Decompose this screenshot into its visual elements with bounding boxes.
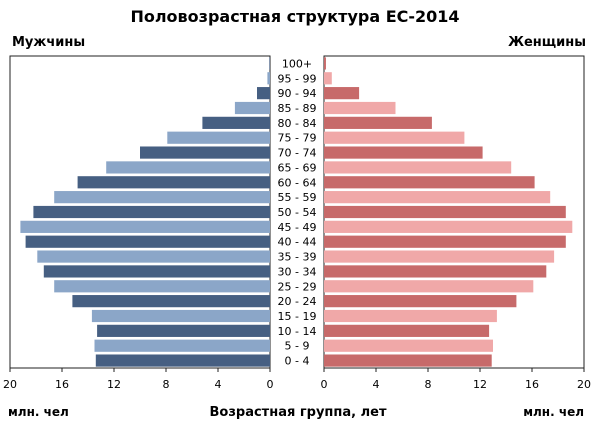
female-tick-label: 16 bbox=[525, 378, 539, 391]
female-bar bbox=[324, 72, 332, 85]
male-side-label: Мужчины bbox=[12, 35, 85, 50]
male-axis-ticks: 20 16 12 8 4 0 bbox=[3, 368, 274, 391]
female-bar bbox=[324, 354, 492, 367]
male-bar bbox=[54, 191, 271, 204]
age-group-label: 70 - 74 bbox=[278, 147, 317, 160]
male-bar bbox=[140, 146, 270, 159]
male-tick-label: 20 bbox=[3, 378, 17, 391]
age-group-label: 90 - 94 bbox=[278, 87, 317, 100]
female-bar bbox=[324, 176, 535, 189]
chart-title: Половозрастная структура ЕС-2014 bbox=[130, 7, 459, 26]
female-bar bbox=[324, 324, 490, 337]
male-bar bbox=[25, 235, 270, 248]
age-group-labels: 100+ 95 - 99 90 - 94 85 - 89 80 - 84 75 - 79 7… bbox=[278, 57, 317, 367]
female-bar bbox=[324, 131, 465, 144]
age-group-label: 75 - 79 bbox=[278, 132, 317, 145]
female-bar bbox=[324, 250, 555, 263]
male-unit-label: млн. чел bbox=[8, 405, 69, 419]
female-axis-ticks: 0 4 8 12 16 20 bbox=[321, 368, 591, 391]
female-tick-label: 12 bbox=[473, 378, 487, 391]
female-bar bbox=[324, 295, 517, 308]
age-group-label: 60 - 64 bbox=[278, 176, 317, 189]
female-bar bbox=[324, 161, 512, 174]
male-tick-label: 16 bbox=[55, 378, 69, 391]
male-bar bbox=[167, 131, 270, 144]
male-bar bbox=[54, 280, 271, 293]
female-bar bbox=[324, 57, 326, 70]
female-bar bbox=[324, 101, 396, 115]
female-bar bbox=[324, 339, 493, 352]
male-tick-label: 12 bbox=[107, 378, 121, 391]
male-bar bbox=[37, 250, 270, 263]
age-group-label: 25 - 29 bbox=[278, 280, 317, 293]
male-bar bbox=[72, 295, 271, 308]
age-group-label: 45 - 49 bbox=[278, 221, 317, 234]
female-bar bbox=[324, 87, 360, 100]
female-bar bbox=[324, 309, 497, 323]
age-group-label: 0 - 4 bbox=[285, 355, 310, 368]
male-tick-label: 0 bbox=[267, 378, 274, 391]
male-bar bbox=[33, 205, 271, 219]
male-tick-label: 8 bbox=[163, 378, 170, 391]
female-bar bbox=[324, 191, 551, 204]
male-bar bbox=[269, 57, 270, 70]
male-bar bbox=[77, 176, 270, 189]
x-axis-label: Возрастная группа, лет bbox=[210, 405, 387, 420]
age-group-label: 85 - 89 bbox=[278, 102, 317, 115]
age-group-label: 50 - 54 bbox=[278, 206, 317, 219]
male-tick-label: 4 bbox=[215, 378, 222, 391]
male-bar bbox=[267, 72, 270, 85]
female-bar bbox=[324, 280, 534, 293]
female-tick-label: 0 bbox=[321, 378, 328, 391]
male-panel bbox=[9, 55, 271, 369]
male-bar bbox=[20, 220, 271, 233]
age-group-label: 30 - 34 bbox=[278, 265, 317, 278]
age-group-label: 20 - 24 bbox=[278, 295, 317, 308]
age-group-label: 95 - 99 bbox=[278, 72, 317, 85]
female-tick-label: 20 bbox=[577, 378, 591, 391]
female-bar bbox=[324, 235, 566, 248]
age-group-label: 100+ bbox=[282, 57, 312, 70]
age-group-label: 65 - 69 bbox=[278, 161, 317, 174]
age-group-label: 80 - 84 bbox=[278, 117, 317, 130]
male-bar bbox=[257, 87, 270, 100]
female-bar bbox=[324, 116, 432, 129]
age-group-label: 40 - 44 bbox=[278, 236, 317, 249]
male-bar bbox=[43, 265, 270, 278]
age-group-label: 35 - 39 bbox=[278, 251, 317, 264]
female-bar bbox=[324, 146, 483, 159]
age-group-label: 15 - 19 bbox=[278, 310, 317, 323]
age-group-label: 55 - 59 bbox=[278, 191, 317, 204]
male-bar bbox=[94, 339, 270, 352]
male-bar bbox=[91, 309, 271, 323]
female-bar bbox=[324, 205, 566, 219]
age-group-label: 5 - 9 bbox=[285, 340, 310, 353]
female-unit-label: млн. чел bbox=[523, 405, 584, 419]
male-bar bbox=[95, 354, 270, 367]
female-bar bbox=[324, 265, 547, 278]
female-panel bbox=[323, 55, 585, 369]
female-bar bbox=[324, 220, 573, 233]
female-tick-label: 8 bbox=[425, 378, 432, 391]
male-bar bbox=[106, 161, 270, 174]
male-bar bbox=[234, 101, 270, 115]
male-bar bbox=[202, 116, 270, 129]
age-group-label: 10 - 14 bbox=[278, 325, 317, 338]
male-bar bbox=[97, 324, 270, 337]
female-tick-label: 4 bbox=[373, 378, 380, 391]
female-side-label: Женщины bbox=[508, 35, 586, 50]
